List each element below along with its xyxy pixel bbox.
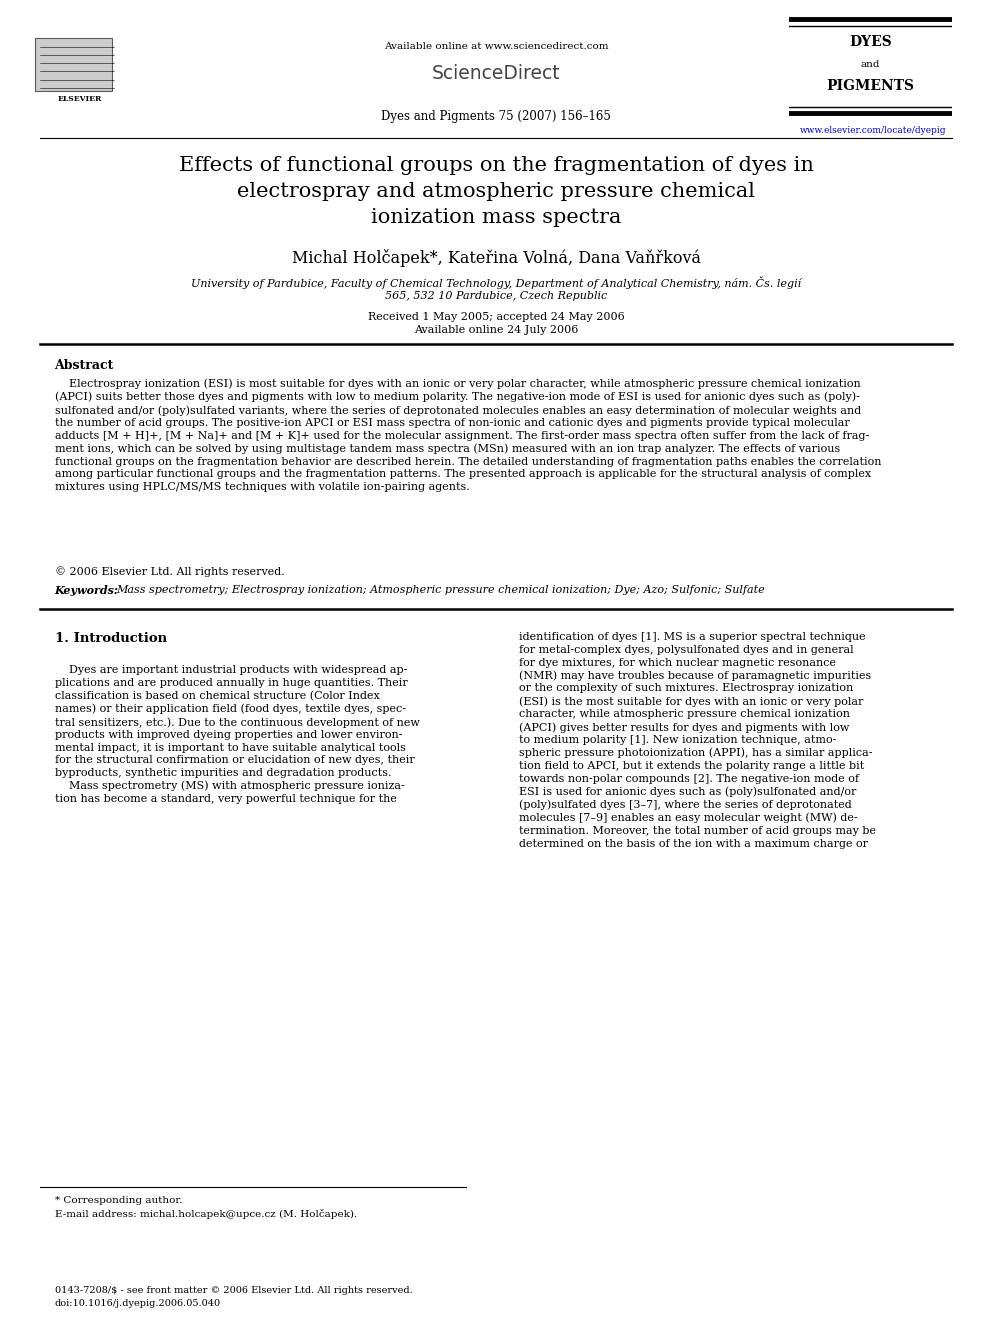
- Text: doi:10.1016/j.dyepig.2006.05.040: doi:10.1016/j.dyepig.2006.05.040: [55, 1299, 220, 1308]
- Text: ELSEVIER: ELSEVIER: [58, 94, 101, 103]
- Text: Dyes are important industrial products with widespread ap-
plications and are pr: Dyes are important industrial products w…: [55, 665, 420, 803]
- Text: Electrospray ionization (ESI) is most suitable for dyes with an ionic or very po: Electrospray ionization (ESI) is most su…: [55, 378, 881, 492]
- Text: www.elsevier.com/locate/dyepig: www.elsevier.com/locate/dyepig: [800, 126, 946, 135]
- Text: Available online at www.sciencedirect.com: Available online at www.sciencedirect.co…: [384, 42, 608, 52]
- Text: Keywords:: Keywords:: [55, 585, 122, 595]
- Text: Received 1 May 2005; accepted 24 May 2006: Received 1 May 2005; accepted 24 May 200…: [368, 312, 624, 323]
- Text: PIGMENTS: PIGMENTS: [826, 78, 915, 93]
- Text: Dyes and Pigments 75 (2007) 156–165: Dyes and Pigments 75 (2007) 156–165: [381, 110, 611, 123]
- Text: © 2006 Elsevier Ltd. All rights reserved.: © 2006 Elsevier Ltd. All rights reserved…: [55, 566, 285, 577]
- Text: 565, 532 10 Pardubice, Czech Republic: 565, 532 10 Pardubice, Czech Republic: [385, 291, 607, 302]
- Text: Effects of functional groups on the fragmentation of dyes in
electrospray and at: Effects of functional groups on the frag…: [179, 156, 813, 226]
- Text: * Corresponding author.: * Corresponding author.: [55, 1196, 183, 1205]
- Text: Michal Holčapek*, Kateřina Volná, Dana Vaňřková: Michal Holčapek*, Kateřina Volná, Dana V…: [292, 249, 700, 267]
- Text: 0143-7208/$ - see front matter © 2006 Elsevier Ltd. All rights reserved.: 0143-7208/$ - see front matter © 2006 El…: [55, 1286, 413, 1295]
- Text: Abstract: Abstract: [55, 359, 114, 372]
- Text: identification of dyes [1]. MS is a superior spectral technique
for metal-comple: identification of dyes [1]. MS is a supe…: [519, 632, 876, 848]
- Text: E-mail address: michal.holcapek@upce.cz (M. Holčapek).: E-mail address: michal.holcapek@upce.cz …: [55, 1209, 357, 1220]
- Text: Available online 24 July 2006: Available online 24 July 2006: [414, 325, 578, 336]
- Text: ScienceDirect: ScienceDirect: [432, 64, 560, 82]
- Text: 1. Introduction: 1. Introduction: [55, 632, 167, 646]
- Text: University of Pardubice, Faculty of Chemical Technology, Department of Analytica: University of Pardubice, Faculty of Chem…: [190, 277, 802, 290]
- Text: and: and: [861, 60, 880, 69]
- Bar: [35, 38, 112, 91]
- Text: Mass spectrometry; Electrospray ionization; Atmospheric pressure chemical ioniza: Mass spectrometry; Electrospray ionizati…: [116, 585, 765, 595]
- Text: DYES: DYES: [849, 36, 892, 49]
